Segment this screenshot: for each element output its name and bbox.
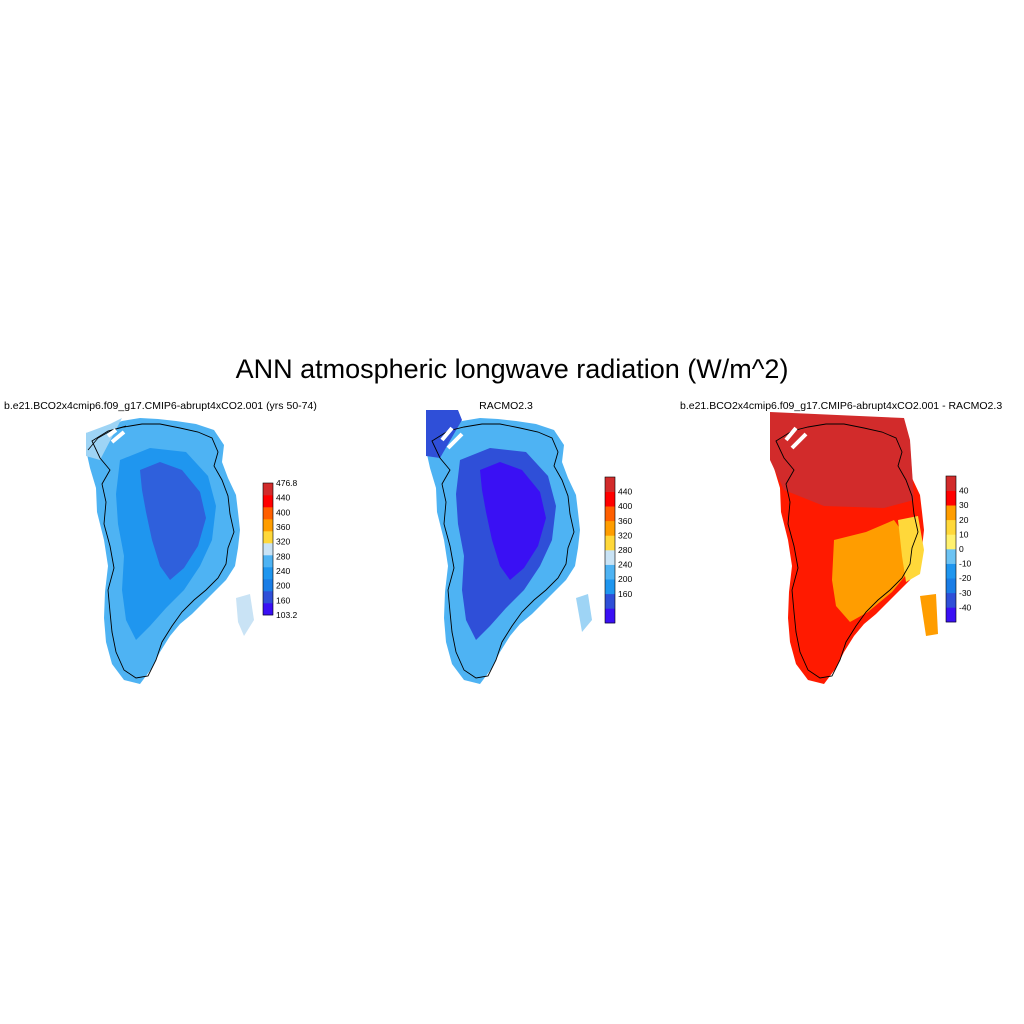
colorbar-2-label: 360 (618, 516, 632, 526)
colorbar-1-label: 476.8 (276, 478, 298, 488)
colorbar-3-swatch (946, 578, 956, 594)
colorbar-3-swatch (946, 490, 956, 506)
figure-title: ANN atmospheric longwave radiation (W/m^… (235, 354, 789, 384)
colorbar-2-swatch (605, 579, 615, 595)
colorbar-1-label: 240 (276, 566, 290, 576)
panel-1-title: b.e21.BCO2x4cmip6.f09_g17.CMIP6-abrupt4x… (4, 400, 317, 412)
colorbar-3-label: -10 (959, 559, 972, 569)
map-1-white-gap (106, 428, 126, 444)
colorbar-3-label: -20 (959, 573, 972, 583)
colorbar-1-swatch (263, 579, 273, 592)
colorbar-2-label: 320 (618, 530, 632, 540)
panel-2-title: RACMO2.3 (479, 400, 533, 412)
colorbar-3-swatch (946, 607, 956, 623)
colorbar-1-label: 103.2 (276, 610, 298, 620)
colorbar-3-label: 20 (959, 515, 969, 525)
colorbar-2-swatch (605, 535, 615, 551)
map-2-white-gap (440, 426, 464, 450)
colorbar-1-swatch (263, 567, 273, 580)
colorbar-2-label: 400 (618, 501, 632, 511)
colorbar-3-swatch (946, 549, 956, 564)
map-1-northern-coast (87, 425, 127, 451)
colorbar-3-label: 0 (959, 544, 964, 554)
colorbar-1-label: 400 (276, 507, 290, 517)
colorbar-3-swatch (946, 563, 956, 579)
colorbar-1-label: 160 (276, 595, 290, 605)
colorbar-2-swatch (605, 608, 615, 624)
panel-3-title: b.e21.BCO2x4cmip6.f09_g17.CMIP6-abrupt4x… (680, 400, 1003, 412)
colorbars: 476.8440400360320280240200160103.2440400… (262, 475, 972, 624)
colorbar-2-swatch (605, 550, 615, 565)
colorbar-2-swatch (605, 520, 615, 536)
map-1-corner-patch (86, 418, 122, 460)
colorbar-2: 440 400 360 320 280 240 200 160 (604, 476, 632, 624)
colorbar-3-swatch (946, 534, 956, 550)
colorbar-2-swatch (605, 491, 615, 507)
colorbar-1-swatch (263, 543, 273, 556)
colorbar-3-label: -40 (959, 602, 972, 612)
colorbar-2-label: 280 (618, 545, 632, 555)
colorbar-3: 40 30 20 10 0 -10 -20 -30 -40 (945, 475, 972, 623)
colorbar-1-swatch (263, 555, 273, 568)
colorbar-1-swatch (263, 603, 273, 616)
colorbar-2-label: 200 (618, 574, 632, 584)
colorbar-1-swatch (263, 591, 273, 604)
colorbar-3-swatch (946, 476, 956, 491)
colorbar-1-label: 200 (276, 581, 290, 591)
map-panel-3 (770, 412, 938, 684)
map-3-south-field (832, 520, 910, 622)
colorbar-3-swatch (946, 592, 956, 608)
colorbar-2-swatch (605, 564, 615, 580)
colorbar-3-frame (945, 475, 957, 623)
map-3-white-gap (784, 426, 808, 450)
colorbar-1: 476.8 440 400 360 320 280 240 200 160 103.2 (262, 478, 298, 620)
colorbar-1-label: 280 (276, 551, 290, 561)
colorbar-3-label: 10 (959, 529, 969, 539)
colorbar-2-swatch (605, 477, 615, 492)
colorbar-2-label: 240 (618, 560, 632, 570)
map-panel-1 (86, 418, 254, 684)
colorbar-2-swatch (605, 506, 615, 522)
colorbar-3-label: -30 (959, 588, 972, 598)
colorbar-2-frame (604, 476, 616, 624)
colorbar-2-swatch (605, 593, 615, 609)
map-2-island (576, 594, 592, 632)
colorbar-2-label: 440 (618, 487, 632, 497)
colorbar-1-swatch (263, 495, 273, 508)
map-1-island (236, 594, 254, 636)
colorbar-1-label: 360 (276, 522, 290, 532)
colorbar-1-frame (262, 482, 274, 616)
colorbar-1-swatch (263, 519, 273, 532)
colorbar-1-swatch (263, 531, 273, 544)
colorbar-3-swatch (946, 505, 956, 521)
colorbar-3-label: 30 (959, 500, 969, 510)
colorbar-2-label: 160 (618, 589, 632, 599)
colorbar-1-swatch (263, 507, 273, 520)
colorbar-3-label: 40 (959, 486, 969, 496)
colorbar-1-label: 320 (276, 537, 290, 547)
map-panel-2 (426, 410, 592, 684)
map-3-island (920, 594, 938, 636)
colorbar-3-swatch (946, 519, 956, 535)
colorbar-1-label: 440 (276, 493, 290, 503)
colorbar-1-swatch (263, 483, 273, 496)
